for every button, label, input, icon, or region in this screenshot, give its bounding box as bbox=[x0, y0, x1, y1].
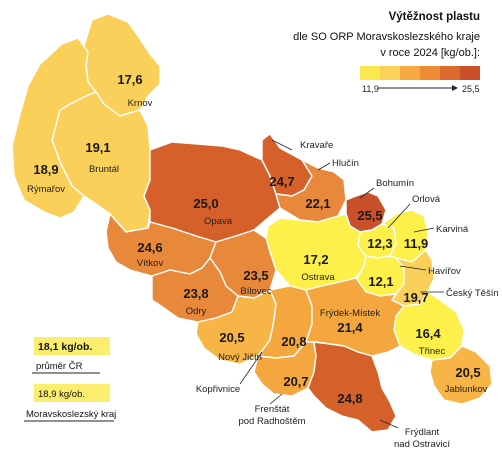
region-name-vitkov: Vítkov bbox=[137, 258, 164, 269]
legend-swatch-2 bbox=[380, 66, 400, 80]
legend-swatch-5 bbox=[440, 66, 460, 80]
region-name-bohumin: Bohumín bbox=[376, 178, 414, 189]
region-value-jablunkov: 20,5 bbox=[455, 365, 480, 380]
region-name-frydek: Frýdek-Místek bbox=[320, 308, 380, 319]
region-value-trinec: 16,4 bbox=[415, 326, 441, 341]
region-value-rymarov: 18,9 bbox=[33, 162, 58, 177]
region-value-kravare: 24,7 bbox=[269, 174, 294, 189]
kraj-average-value: 18,9 kg/ob. bbox=[38, 389, 85, 400]
region-name-trinec: Třinec bbox=[419, 346, 446, 357]
legend-swatch-4 bbox=[420, 66, 440, 80]
region-value-havirov: 12,1 bbox=[368, 274, 393, 289]
region-name-bilovec: Bílovec bbox=[240, 286, 271, 297]
region-opava[interactable] bbox=[143, 141, 281, 243]
legend-swatch-1 bbox=[360, 66, 380, 80]
region-name-opava: Opava bbox=[204, 216, 233, 227]
legend: Výtěžnost plastu dle SO ORP Moravskoslez… bbox=[293, 11, 480, 94]
region-name-frydlant-2: nad Ostravicí bbox=[394, 439, 450, 450]
region-value-frydek: 21,4 bbox=[337, 320, 363, 335]
region-name-kravare: Kravaře bbox=[300, 140, 333, 151]
region-name-orlova: Orlová bbox=[412, 194, 441, 205]
region-name-cesky-tesin: Český Těšín bbox=[446, 288, 499, 299]
region-labels: 17,6 Krnov 19,1 Bruntál 18,9 Rýmařov 25,0 Opava… bbox=[27, 72, 499, 450]
region-name-ostrava: Ostrava bbox=[301, 272, 335, 283]
reference-boxes: 18,1 kg/ob. průměr ČR 18,9 kg/ob. Moravs… bbox=[24, 337, 116, 422]
region-value-odry: 23,8 bbox=[183, 286, 208, 301]
region-value-novy-jicin: 20,5 bbox=[219, 330, 244, 345]
legend-swatch-3 bbox=[400, 66, 420, 80]
legend-swatch-6 bbox=[460, 66, 480, 80]
region-value-frenstat: 20,7 bbox=[283, 374, 308, 389]
kraj-average-box bbox=[34, 384, 110, 402]
region-value-hlucin: 22,1 bbox=[305, 196, 330, 211]
region-name-jablunkov: Jablunkov bbox=[445, 384, 488, 395]
region-value-bilovec: 23,5 bbox=[243, 268, 268, 283]
region-name-bruntal: Bruntál bbox=[89, 164, 119, 175]
region-value-karvina: 11,9 bbox=[404, 236, 429, 251]
legend-color-scale bbox=[360, 66, 480, 80]
region-name-karvina: Karviná bbox=[436, 224, 469, 235]
region-value-vitkov: 24,6 bbox=[137, 240, 162, 255]
region-value-koprivnice: 20,8 bbox=[281, 334, 306, 349]
legend-subtitle-2: v roce 2024 [kg/ob.]: bbox=[380, 47, 480, 59]
region-name-frydlant-1: Frýdlant bbox=[405, 427, 440, 438]
legend-min: 11,9 bbox=[362, 84, 379, 94]
legend-subtitle-1: dle SO ORP Moravskoslezského kraje bbox=[293, 31, 480, 43]
region-value-opava: 25,0 bbox=[193, 196, 218, 211]
region-name-krnov: Krnov bbox=[128, 98, 153, 109]
leader-lines bbox=[239, 139, 444, 429]
region-name-hlucin: Hlučín bbox=[332, 158, 359, 169]
region-name-frenstat-1: Frenštát bbox=[255, 404, 290, 415]
region-name-odry: Odry bbox=[186, 306, 207, 317]
cr-average-box bbox=[34, 337, 110, 355]
region-value-orlova: 12,3 bbox=[367, 236, 392, 251]
region-name-koprivnice: Kopřivnice bbox=[196, 384, 240, 395]
region-value-krnov: 17,6 bbox=[117, 72, 142, 87]
region-value-cesky-tesin: 19,7 bbox=[403, 290, 428, 305]
region-value-bohumin: 25,5 bbox=[357, 208, 382, 223]
region-name-rymarov: Rýmařov bbox=[27, 184, 65, 195]
region-frydlant[interactable] bbox=[307, 341, 397, 433]
region-value-ostrava: 17,2 bbox=[303, 252, 328, 267]
legend-title: Výtěžnost plastu bbox=[389, 11, 480, 23]
region-value-bruntal: 19,1 bbox=[85, 140, 110, 155]
legend-max: 25,5 bbox=[462, 84, 480, 94]
region-name-havirov: Havířov bbox=[428, 266, 461, 277]
region-jablunkov[interactable] bbox=[429, 345, 493, 405]
region-rymarov[interactable] bbox=[11, 37, 97, 219]
region-value-frydlant: 24,8 bbox=[337, 391, 362, 406]
legend-arrow-head bbox=[452, 85, 458, 91]
cr-average-label: průměr ČR bbox=[36, 361, 83, 372]
region-name-frenstat-2: pod Radhoštěm bbox=[238, 416, 305, 427]
kraj-average-label: Moravskoslezský kraj bbox=[26, 409, 116, 420]
region-name-novy-jicin: Nový Jičín bbox=[218, 352, 262, 363]
cr-average-value: 18,1 kg/ob. bbox=[38, 341, 92, 353]
